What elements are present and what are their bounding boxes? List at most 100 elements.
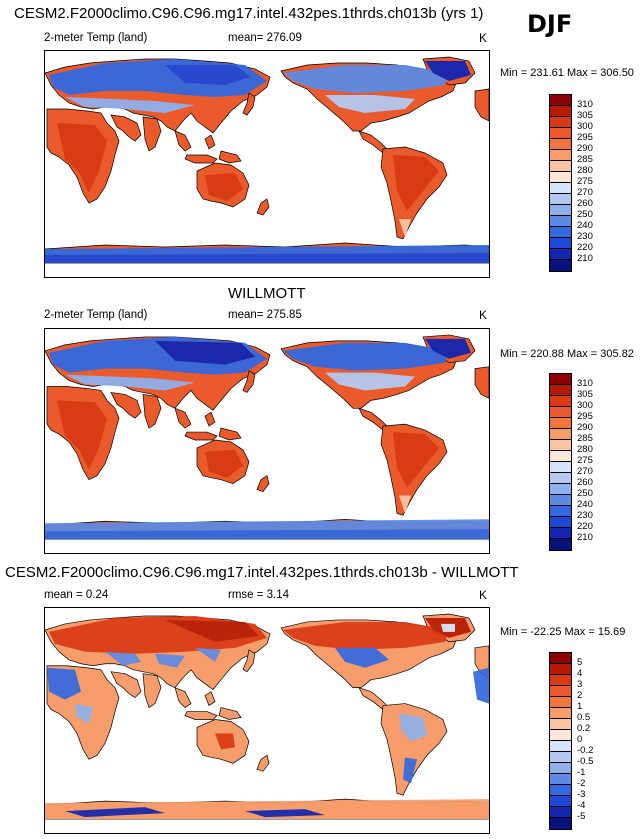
- colorbar-tick-label: 220: [577, 242, 593, 253]
- colorbar-swatch: [549, 406, 572, 418]
- colorbar-swatch: [549, 248, 572, 260]
- panel3-title: CESM2.F2000climo.C96.C96.mg17.intel.432p…: [5, 564, 519, 581]
- colorbar-swatch: [549, 516, 572, 528]
- colorbar-tick-label: -4: [577, 800, 586, 811]
- colorbar-tick-label: 3: [577, 679, 583, 690]
- colorbar-swatch: [549, 663, 572, 675]
- colorbar-swatch: [549, 461, 572, 473]
- panel3-map-svg: [45, 613, 489, 820]
- colorbar-swatch: [549, 472, 572, 484]
- colorbar-tick-label: 230: [577, 231, 593, 242]
- colorbar-swatch: [549, 718, 572, 730]
- panel1-units: K: [479, 31, 488, 45]
- colorbar-tick-label: 270: [577, 187, 593, 198]
- colorbar-tick-label: -2: [577, 778, 586, 789]
- colorbar-tick-label: 250: [577, 488, 593, 499]
- colorbar-swatch: [549, 116, 572, 128]
- colorbar-tick-label: 210: [577, 532, 593, 543]
- colorbar-swatch: [549, 105, 572, 117]
- season-label: DJF: [527, 10, 573, 38]
- colorbar-tick-label: 295: [577, 132, 593, 143]
- panel2-stat: mean= 275.85: [228, 309, 302, 321]
- colorbar-swatch: [549, 94, 572, 106]
- colorbar-tick-label: 305: [577, 389, 593, 400]
- colorbar-swatch: [549, 149, 572, 161]
- colorbar-tick-label: 260: [577, 477, 593, 488]
- colorbar-swatch: [549, 505, 572, 517]
- panel2-units: K: [479, 308, 488, 322]
- colorbar-tick-label: 275: [577, 455, 593, 466]
- colorbar-swatch: [549, 674, 572, 686]
- colorbar-tick-label: 300: [577, 121, 593, 132]
- colorbar-swatch: [549, 696, 572, 708]
- colorbar-tick-label: -0.5: [577, 756, 594, 767]
- colorbar-tick-label: 260: [577, 198, 593, 209]
- colorbar-tick-label: 295: [577, 411, 593, 422]
- panel2-variable: 2-meter Temp (land): [44, 309, 148, 321]
- colorbar-swatch: [549, 193, 572, 205]
- panel2-map-svg: [45, 334, 489, 540]
- colorbar-tick-label: 290: [577, 422, 593, 433]
- panel3-mean: mean = 0.24: [44, 589, 109, 601]
- colorbar-swatch: [549, 384, 572, 396]
- colorbar-swatch: [549, 204, 572, 216]
- colorbar-swatch: [549, 685, 572, 697]
- colorbar-tick-label: 0: [577, 734, 583, 745]
- colorbar-tick-label: 4: [577, 668, 583, 679]
- colorbar-swatch: [549, 494, 572, 506]
- colorbar-swatch: [549, 259, 572, 272]
- colorbar-swatch: [549, 215, 572, 227]
- colorbar-tick-label: -1: [577, 767, 586, 778]
- panel2-colorbar: 310 305 300 295 290 285 280 275 270 260 250 240 230 2…: [549, 373, 593, 551]
- colorbar-tick-label: 0.2: [577, 723, 591, 734]
- panel1-stat: mean= 276.09: [228, 32, 302, 44]
- panel3-units: K: [479, 588, 488, 602]
- colorbar-tick-label: 230: [577, 510, 593, 521]
- colorbar-tick-label: 290: [577, 143, 593, 154]
- colorbar-swatch: [549, 538, 572, 551]
- colorbar-tick-label: 275: [577, 176, 593, 187]
- colorbar-swatch: [549, 237, 572, 249]
- colorbar-swatch: [549, 762, 572, 774]
- colorbar-tick-label: 300: [577, 400, 593, 411]
- colorbar-tick-label: 5: [577, 657, 583, 668]
- colorbar-swatch: [549, 773, 572, 785]
- colorbar-swatch: [549, 450, 572, 462]
- panel1-colorbar: 310 305 300 295 290 285 280 275 270 260 250 240 230 2…: [549, 94, 593, 272]
- colorbar-swatch: [549, 226, 572, 238]
- colorbar-swatch: [549, 417, 572, 429]
- colorbar-swatch: [549, 439, 572, 451]
- colorbar-tick-label: -3: [577, 789, 586, 800]
- panel3-map: [44, 607, 490, 834]
- colorbar-swatch: [549, 751, 572, 763]
- colorbar-swatch: [549, 373, 572, 385]
- colorbar-tick-label: 310: [577, 378, 593, 389]
- colorbar-swatch: [549, 428, 572, 440]
- panel2-title: WILLMOTT: [228, 285, 306, 302]
- panel1-map-svg: [45, 56, 489, 264]
- colorbar-swatch: [549, 182, 572, 194]
- colorbar-swatch: [549, 652, 572, 664]
- colorbar-tick-label: -0.2: [577, 745, 594, 756]
- colorbar-tick-label: 310: [577, 99, 593, 110]
- panel1-minmax: Min = 231.61 Max = 306.50: [500, 67, 634, 79]
- panel3-minmax: Min = -22.25 Max = 15.69: [500, 626, 626, 638]
- panel2-map: [44, 328, 490, 554]
- colorbar-tick-label: 240: [577, 220, 593, 231]
- colorbar-tick-label: 285: [577, 433, 593, 444]
- colorbar-tick-label: 285: [577, 154, 593, 165]
- colorbar-swatch: [549, 806, 572, 818]
- panel2-minmax: Min = 220.88 Max = 305.82: [500, 348, 634, 360]
- colorbar-tick-label: 250: [577, 209, 593, 220]
- panel3-colorbar: 5 4 3 2 1 0.5 0.2 0 -0.2 -0.5 -1 -2 -3 -4 -5: [549, 652, 593, 830]
- colorbar-swatch: [549, 784, 572, 796]
- colorbar-tick-label: 210: [577, 253, 593, 264]
- colorbar-tick-label: 0.5: [577, 712, 591, 723]
- colorbar-tick-label: 305: [577, 110, 593, 121]
- colorbar-tick-label: 220: [577, 521, 593, 532]
- panel1-title: CESM2.F2000climo.C96.C96.mg17.intel.432p…: [14, 5, 484, 22]
- colorbar-tick-label: 280: [577, 165, 593, 176]
- colorbar-swatch: [549, 127, 572, 139]
- colorbar-swatch: [549, 527, 572, 539]
- colorbar-swatch: [549, 395, 572, 407]
